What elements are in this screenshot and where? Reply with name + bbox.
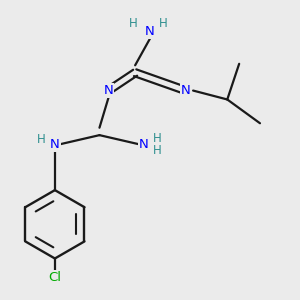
Text: N: N — [181, 84, 190, 97]
Text: N: N — [145, 25, 155, 38]
Text: Cl: Cl — [48, 271, 62, 284]
Text: H: H — [129, 17, 138, 30]
Text: N: N — [139, 138, 149, 151]
Text: N: N — [103, 84, 113, 97]
Text: N: N — [50, 138, 60, 151]
Text: H: H — [159, 17, 168, 30]
Text: H: H — [153, 132, 162, 145]
Text: H: H — [153, 143, 162, 157]
Text: H: H — [37, 133, 46, 146]
